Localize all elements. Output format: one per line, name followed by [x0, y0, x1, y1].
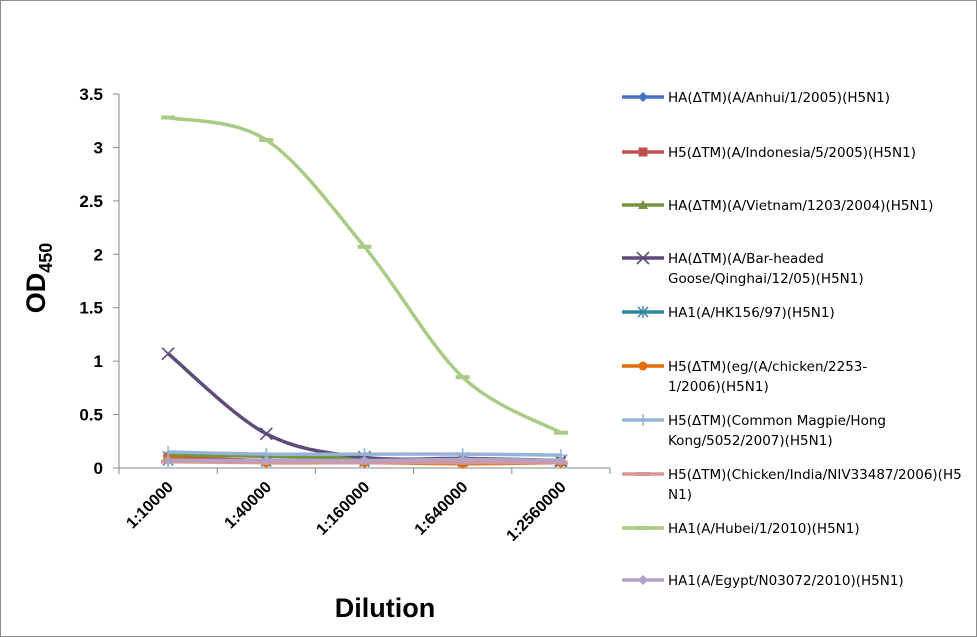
legend-label: HA(ΔTM)(A/Bar-headed Goose/Qinghai/12/05)…: [668, 251, 864, 287]
legend-marker: [637, 306, 649, 318]
y-tick-label: 1.5: [79, 299, 103, 318]
data-point: [457, 454, 468, 465]
y-tick-label: 3.5: [79, 85, 103, 104]
y-tick-label: 2: [94, 245, 103, 264]
x-tick-label: 1:2560000: [504, 479, 570, 545]
legend-marker: [638, 361, 648, 371]
legend-marker: [636, 526, 650, 530]
legend-item: H5(ΔTM)(A/Indonesia/5/2005)(H5N1): [622, 145, 916, 161]
series-9: [161, 115, 568, 435]
legend-item: HA1(A/Egypt/N03072/2010)(H5N1): [622, 573, 904, 589]
data-point: [161, 347, 175, 361]
data-point: [553, 430, 568, 435]
y-tick-label: 0: [94, 459, 103, 478]
legend-label: HA(ΔTM)(A/Vietnam/1203/2004)(H5N1): [668, 198, 933, 214]
y-tick-label: 2.5: [79, 192, 103, 211]
legend-item: HA(ΔTM)(A/Bar-headed Goose/Qinghai/12/05)…: [622, 251, 864, 287]
legend-item: HA1(A/Hubei/1/2010)(H5N1): [622, 521, 860, 537]
legend-marker: [636, 251, 650, 265]
legend-label: H5(ΔTM)(A/Indonesia/5/2005)(H5N1): [668, 145, 916, 161]
legend-label: H5(ΔTM)(Common Magpie/Hong Kong/5052/2007…: [668, 413, 886, 449]
legend-label: HA1(A/HK156/97)(H5N1): [668, 305, 835, 321]
legend-marker: [638, 200, 648, 209]
legend-marker: [637, 414, 649, 426]
data-point: [259, 427, 273, 441]
y-tick-label: 3: [94, 138, 103, 157]
x-tick-label: 1:40000: [222, 479, 276, 533]
legend-item: H5(ΔTM)(Chicken/India/NIV33487/2006)(H5 N…: [622, 467, 962, 503]
legend-item: HA1(A/HK156/97)(H5N1): [622, 305, 835, 321]
legend-label: HA1(A/Hubei/1/2010)(H5N1): [668, 521, 860, 537]
data-point: [359, 455, 370, 466]
legend-marker: [638, 92, 648, 102]
data-point: [261, 455, 272, 466]
series-10: [163, 454, 566, 466]
data-point: [357, 244, 372, 249]
data-point: [259, 137, 274, 142]
legend-label: HA1(A/Egypt/N03072/2010)(H5N1): [668, 573, 904, 589]
x-axis-title: Dilution: [335, 593, 435, 623]
data-point: [161, 115, 176, 120]
y-axis-title: OD450: [21, 243, 56, 314]
legend-item: H5(ΔTM)(eg/(A/chicken/2253-1/2006)(H5N1): [622, 359, 867, 395]
series-line: [166, 352, 561, 463]
legend-item: HA(ΔTM)(A/Anhui/1/2005)(H5N1): [622, 90, 890, 106]
data-point: [455, 375, 470, 380]
legend-item: HA(ΔTM)(A/Vietnam/1203/2004)(H5N1): [622, 198, 933, 214]
legend-marker: [638, 147, 648, 157]
y-tick-label: 1: [94, 352, 103, 371]
y-tick-label: 0.5: [79, 406, 103, 425]
legend-marker: [638, 575, 648, 585]
series-line: [167, 115, 562, 435]
data-point: [163, 455, 174, 466]
legend-label: HA(ΔTM)(A/Anhui/1/2005)(H5N1): [668, 90, 890, 106]
x-tick-label: 1:160000: [313, 479, 373, 539]
x-tick-label: 1:10000: [123, 479, 177, 533]
data-point: [555, 455, 566, 466]
legend-label: H5(ΔTM)(eg/(A/chicken/2253-1/2006)(H5N1): [668, 359, 867, 395]
legend-marker: [636, 472, 650, 476]
legend-item: H5(ΔTM)(Common Magpie/Hong Kong/5052/2007…: [622, 413, 886, 449]
legend-label: H5(ΔTM)(Chicken/India/NIV33487/2006)(H5 N…: [668, 467, 962, 503]
x-tick-label: 1:640000: [412, 479, 472, 539]
